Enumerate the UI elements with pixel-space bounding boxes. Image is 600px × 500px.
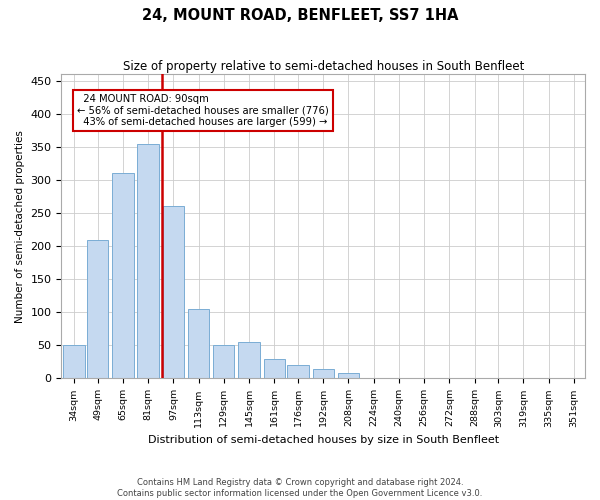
Bar <box>87 240 109 378</box>
Bar <box>64 346 85 378</box>
Bar <box>137 144 159 378</box>
Bar <box>313 368 334 378</box>
Bar <box>338 373 359 378</box>
Bar <box>112 174 134 378</box>
Text: 24, MOUNT ROAD, BENFLEET, SS7 1HA: 24, MOUNT ROAD, BENFLEET, SS7 1HA <box>142 8 458 22</box>
Text: 24 MOUNT ROAD: 90sqm
← 56% of semi-detached houses are smaller (776)
  43% of se: 24 MOUNT ROAD: 90sqm ← 56% of semi-detac… <box>77 94 329 127</box>
Bar <box>287 365 308 378</box>
Text: Contains HM Land Registry data © Crown copyright and database right 2024.
Contai: Contains HM Land Registry data © Crown c… <box>118 478 482 498</box>
Bar <box>188 309 209 378</box>
Title: Size of property relative to semi-detached houses in South Benfleet: Size of property relative to semi-detach… <box>122 60 524 73</box>
Bar <box>238 342 260 378</box>
Y-axis label: Number of semi-detached properties: Number of semi-detached properties <box>15 130 25 322</box>
Bar <box>263 358 285 378</box>
Bar <box>163 206 184 378</box>
Bar <box>213 346 235 378</box>
X-axis label: Distribution of semi-detached houses by size in South Benfleet: Distribution of semi-detached houses by … <box>148 435 499 445</box>
